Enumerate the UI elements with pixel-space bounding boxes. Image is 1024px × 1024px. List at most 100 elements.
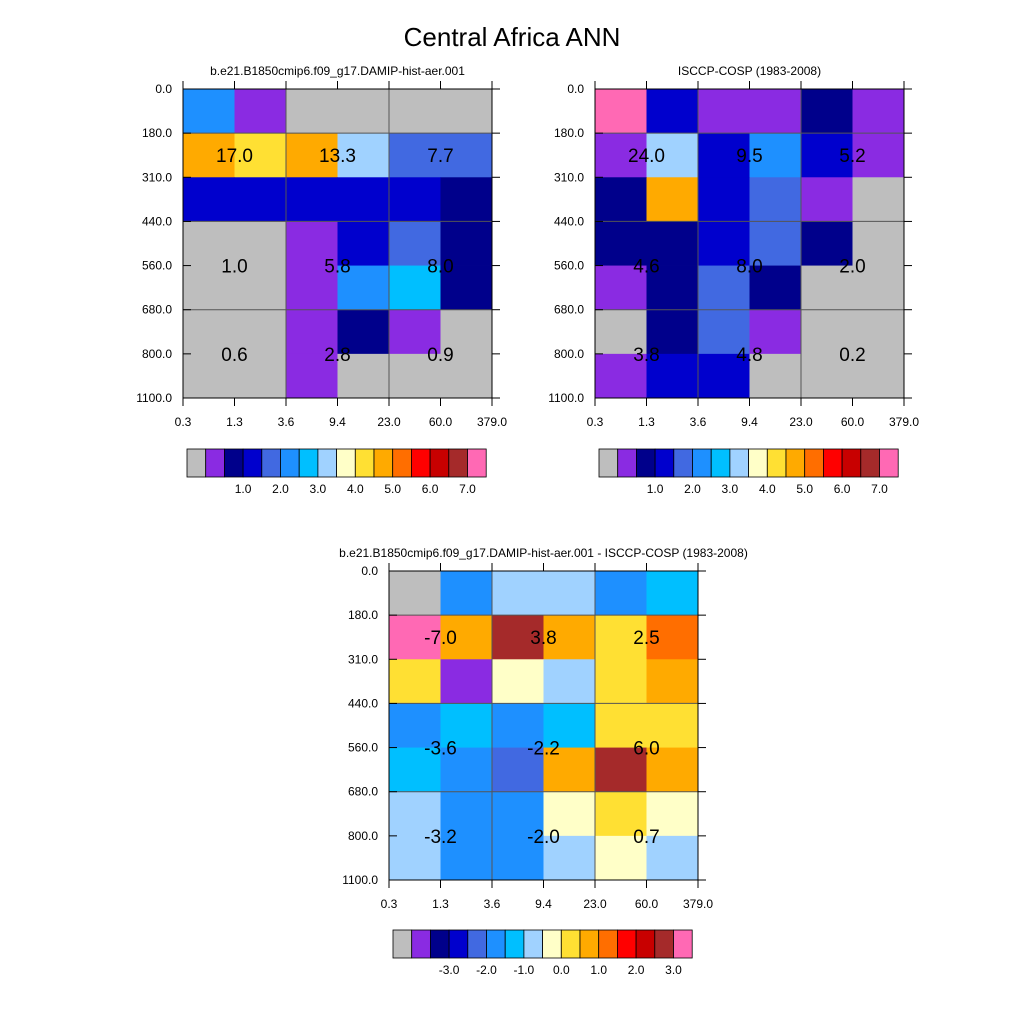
heatmap-cell bbox=[646, 659, 699, 704]
colorbar-swatch bbox=[841, 448, 862, 478]
heatmap-cell bbox=[801, 309, 853, 355]
block-label: 0.2 bbox=[839, 345, 865, 366]
y-tick-label: 680.0 bbox=[142, 303, 172, 317]
colorbar-label: 5.0 bbox=[796, 482, 813, 496]
heatmap-cell bbox=[852, 309, 905, 355]
x-tick-label: 9.4 bbox=[329, 415, 346, 429]
block-label: -2.0 bbox=[527, 827, 560, 848]
heatmap-cell bbox=[852, 89, 905, 134]
colorbar-label: 3.0 bbox=[722, 482, 739, 496]
heatmap-cell bbox=[595, 353, 647, 399]
colorbar-label: 5.0 bbox=[384, 482, 401, 496]
heatmap-cell bbox=[337, 177, 390, 222]
heatmap-cell bbox=[749, 133, 802, 178]
heatmap-cell bbox=[595, 659, 647, 704]
heatmap-cell bbox=[595, 89, 647, 134]
colorbar-label: 1.0 bbox=[590, 963, 607, 977]
heatmap-cell bbox=[183, 221, 235, 266]
colorbar-swatch bbox=[692, 448, 712, 478]
heatmap-cell bbox=[595, 615, 647, 660]
x-tick-label: 0.3 bbox=[587, 415, 604, 429]
colorbar-swatch bbox=[186, 448, 207, 478]
block-label: 17.0 bbox=[216, 146, 253, 167]
heatmap-cell bbox=[389, 89, 441, 134]
colorbar-swatch bbox=[261, 448, 281, 478]
heatmap-cell bbox=[183, 133, 235, 178]
heatmap-cell bbox=[286, 177, 338, 222]
heatmap-cell bbox=[286, 133, 338, 178]
heatmap-cell bbox=[389, 703, 441, 748]
heatmap-cell bbox=[389, 791, 441, 837]
y-tick-label: 180.0 bbox=[142, 126, 172, 140]
heatmap-cell bbox=[440, 309, 493, 355]
block-label: 4.6 bbox=[633, 257, 659, 278]
heatmap-cell bbox=[749, 309, 802, 355]
heatmap-cell bbox=[234, 265, 287, 311]
y-tick-label: 440.0 bbox=[554, 214, 584, 228]
heatmap-cell bbox=[389, 747, 441, 793]
x-tick-label: 1.3 bbox=[638, 415, 655, 429]
colorbar-label: -1.0 bbox=[514, 963, 535, 977]
colorbar: -3.0 -2.0 -1.0 0.0 1.0 2.0 3.0 bbox=[392, 929, 693, 977]
heatmap-cell bbox=[801, 221, 853, 266]
y-tick-label: 440.0 bbox=[348, 696, 378, 710]
heatmap-cell bbox=[492, 615, 544, 660]
colorbar-swatch bbox=[766, 448, 787, 478]
heatmap-cell bbox=[183, 89, 235, 134]
colorbar-swatch bbox=[504, 929, 525, 959]
heatmap-cell bbox=[234, 353, 287, 399]
colorbar-swatch bbox=[410, 448, 431, 478]
heatmap-cell bbox=[543, 791, 596, 837]
heatmap-cell bbox=[286, 89, 338, 134]
colorbar: 1.0 2.0 3.0 4.0 5.0 6.0 7.0 bbox=[186, 448, 487, 496]
block-label: 4.8 bbox=[736, 345, 762, 366]
heatmap-cell bbox=[492, 703, 544, 748]
heatmap-cell bbox=[389, 309, 441, 355]
block-label: 13.3 bbox=[319, 146, 356, 167]
heatmap-cell bbox=[698, 265, 750, 311]
colorbar-swatch bbox=[579, 929, 600, 959]
block-label: 7.7 bbox=[427, 146, 453, 167]
heatmap-cell bbox=[234, 133, 287, 178]
colorbar-swatch bbox=[429, 929, 450, 959]
x-tick-label: 23.0 bbox=[789, 415, 813, 429]
colorbar: 1.0 2.0 3.0 4.0 5.0 6.0 7.0 bbox=[598, 448, 899, 496]
block-label: 0.9 bbox=[427, 345, 453, 366]
colorbar-swatch bbox=[729, 448, 750, 478]
colorbar-swatch bbox=[354, 448, 375, 478]
heatmap-cell bbox=[749, 265, 802, 311]
heatmap-cell bbox=[646, 133, 699, 178]
heatmap-cell bbox=[749, 177, 802, 222]
x-tick-label: 3.6 bbox=[484, 897, 501, 911]
heatmap-cell bbox=[801, 353, 853, 399]
colorbar-swatch bbox=[298, 448, 319, 478]
heatmap-cell bbox=[389, 221, 441, 266]
block-label: -3.6 bbox=[424, 739, 457, 760]
heatmap-cell bbox=[440, 659, 493, 704]
heatmap-cell bbox=[389, 615, 441, 660]
heatmap-cell bbox=[698, 309, 750, 355]
y-tick-label: 440.0 bbox=[142, 214, 172, 228]
block-label: 0.6 bbox=[221, 345, 247, 366]
heatmap-cell bbox=[234, 89, 287, 134]
heatmap-cell bbox=[646, 221, 699, 266]
y-tick-label: 680.0 bbox=[348, 785, 378, 799]
heatmap-cell bbox=[337, 133, 390, 178]
colorbar-swatch bbox=[467, 448, 487, 478]
block-label: 3.8 bbox=[530, 628, 556, 649]
x-tick-label: 1.3 bbox=[226, 415, 243, 429]
block-label: 2.5 bbox=[633, 628, 659, 649]
heatmap-cell bbox=[749, 221, 802, 266]
colorbar-label: 7.0 bbox=[871, 482, 888, 496]
heatmap-cell bbox=[389, 571, 441, 616]
heatmap-cell bbox=[543, 659, 596, 704]
x-tick-label: 0.3 bbox=[381, 897, 398, 911]
x-tick-label: 9.4 bbox=[741, 415, 758, 429]
y-tick-label: 0.0 bbox=[567, 82, 584, 96]
heatmap-cell bbox=[749, 89, 802, 134]
y-tick-label: 800.0 bbox=[554, 347, 584, 361]
heatmap-cell bbox=[595, 747, 647, 793]
x-tick-label: 23.0 bbox=[377, 415, 401, 429]
colorbar-swatch bbox=[486, 929, 506, 959]
colorbar-swatch bbox=[673, 448, 693, 478]
